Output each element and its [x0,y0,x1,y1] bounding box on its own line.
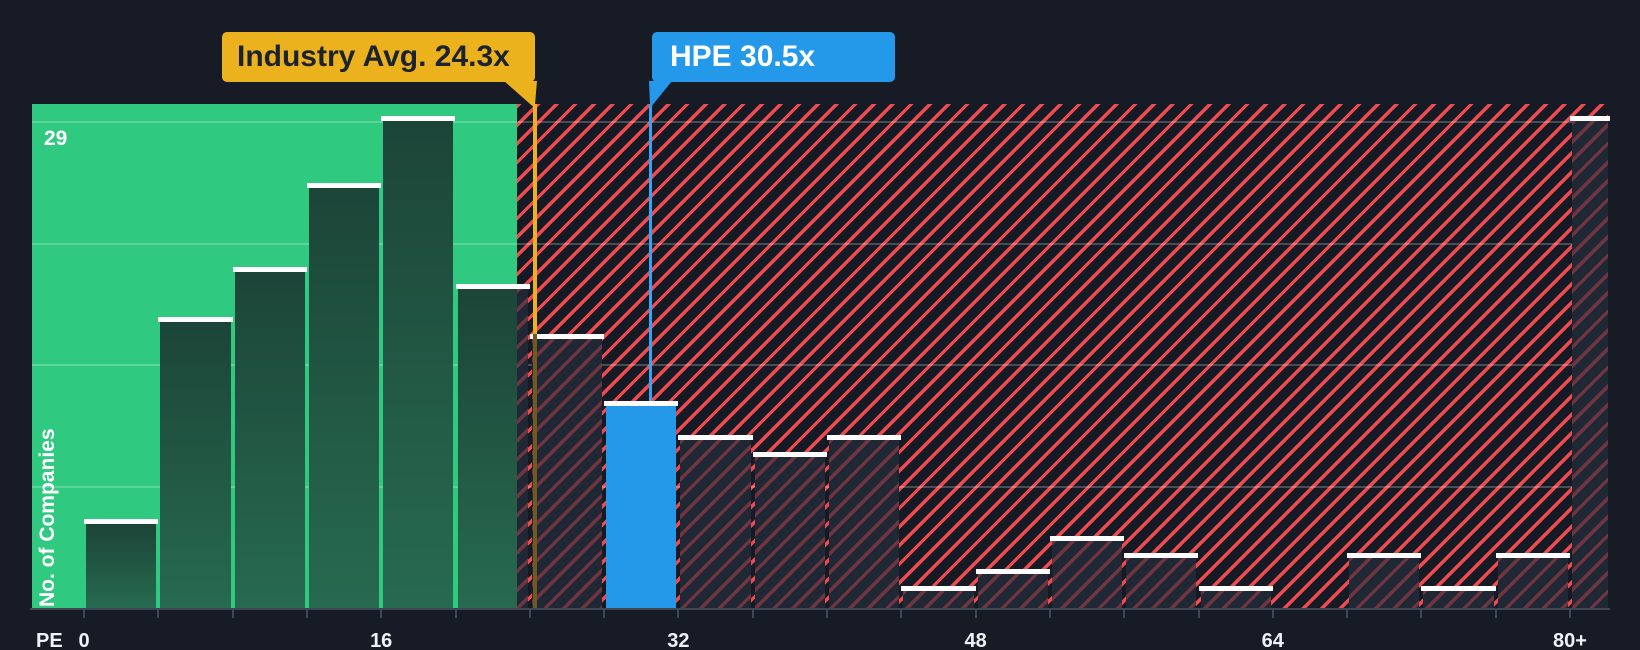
bar-top-marker [1495,552,1570,558]
histogram-bar[interactable] [455,283,530,608]
histogram-bar[interactable] [306,183,382,608]
x-axis-label: 48 [964,630,987,650]
x-axis-tick [1048,610,1051,618]
x-axis-tick [1271,610,1274,618]
bar-top-marker [306,183,382,188]
x-axis-tick [231,610,234,618]
histogram-bar[interactable] [1049,535,1125,608]
bar-top-marker [1049,535,1125,541]
x-axis-tick [826,610,828,618]
y-axis-title: No. of Companies [36,428,59,607]
industry-average-callout-label: Industry Avg. 24.3x [237,40,510,73]
x-axis-tick [751,610,754,618]
bar-top-marker [381,115,456,121]
company-marker-line [649,104,653,402]
histogram-bar[interactable] [752,451,827,608]
histogram-bar[interactable] [1124,552,1199,608]
x-axis-tick [305,610,308,618]
y-max-label: 29 [44,127,68,150]
gridline [32,120,1608,123]
x-axis-tick [1420,610,1423,618]
bar-top-marker [1198,586,1273,592]
x-axis-tick [454,610,457,618]
x-axis-tick [157,610,160,618]
above-average-hatched-zone [517,104,1608,608]
x-axis-tick [83,610,85,618]
industry-average-callout[interactable]: Industry Avg. 24.3x [222,32,535,82]
x-axis-tick [677,610,680,618]
bar-top-marker [827,435,902,440]
x-axis-label: 0 [78,630,90,650]
bar-top-marker [752,451,827,457]
company-bar[interactable] [604,401,679,608]
histogram-bar[interactable] [975,569,1050,608]
bar-top-marker [1421,586,1496,592]
industry-average-line [533,104,538,335]
bar-top-marker [604,401,679,407]
histogram-bar[interactable] [1570,115,1610,608]
bar-top-marker [158,317,233,323]
x-axis-label: 32 [667,630,690,650]
bar-top-marker [1570,115,1610,121]
bar-top-marker [1347,552,1422,558]
gridline [32,364,1608,367]
bar-top-marker [84,519,159,524]
x-axis-tick [974,610,977,618]
x-axis-unit-label: PE [36,630,63,650]
x-axis-tick [528,610,531,618]
x-axis-tick [603,610,606,618]
histogram-bar[interactable] [827,435,902,608]
plot-area: 29 No. of Companies [32,104,1610,608]
x-axis-line [30,608,1610,610]
x-axis-label: 16 [370,630,393,650]
axis-strip [0,610,1640,650]
x-axis-tick [1123,610,1126,618]
bar-top-marker [529,334,605,340]
histogram-bar[interactable] [517,288,528,608]
company-callout-label: HPE 30.5x [670,40,816,73]
bar-top-marker [232,267,307,272]
bar-top-marker [975,569,1050,575]
x-axis-tick [1494,610,1497,618]
histogram-bar[interactable] [1347,552,1422,608]
histogram-bar[interactable] [158,317,233,608]
bar-top-marker [1124,552,1199,558]
histogram-bar[interactable] [232,267,307,608]
bar-top-marker [678,435,753,440]
histogram-bar[interactable] [529,334,605,608]
histogram-bar[interactable] [901,586,976,608]
histogram-bar[interactable] [84,519,159,608]
x-axis-label: 80+ [1553,630,1587,650]
histogram-bar[interactable] [1495,552,1570,608]
x-axis-tick [1197,610,1200,618]
company-callout[interactable]: HPE 30.5x [652,32,895,82]
gridline [32,242,1608,245]
histogram-bar[interactable] [1198,586,1273,608]
bar-top-marker [455,283,530,289]
histogram-bar[interactable] [1421,586,1496,608]
bar-top-marker [901,586,976,592]
histogram-bar[interactable] [381,115,456,608]
histogram-bar[interactable] [678,435,753,608]
industry-average-line-dim [533,334,538,608]
x-axis-tick [900,610,903,618]
x-axis-tick [380,610,383,618]
x-axis-tick [1346,610,1349,618]
x-axis-label: 64 [1261,630,1284,650]
x-axis-tick [1569,610,1571,618]
